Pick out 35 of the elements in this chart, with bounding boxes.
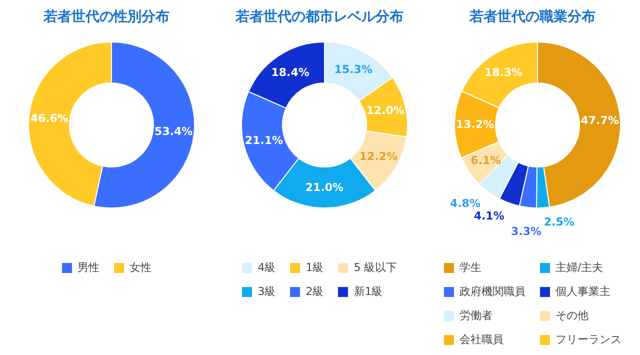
data-label: 18.3% [484,66,523,80]
data-label: 47.7% [580,114,619,127]
legend-label: 政府機関職員 [460,284,526,299]
data-label: 6.1% [470,154,502,167]
legend-label: 学生 [460,260,482,275]
data-label: 53.4% [154,125,193,138]
data-label: 21.1% [244,134,283,147]
legend-label: 女性 [130,260,152,275]
data-label: 21.0% [305,181,344,194]
chart-title: 若者世代の職業分布 [468,8,596,26]
legend-label: 2級 [306,284,324,299]
data-label: 18.4% [271,66,310,80]
legend-label: 3級 [258,284,276,299]
data-label: 12.2% [359,150,398,163]
chart-title: 若者世代の都市レベル分布 [234,8,404,26]
legend-label: 4級 [258,260,276,275]
legend-label: 主婦/主夫 [556,260,604,275]
data-label: 2.5% [544,215,574,228]
legend-label: 男性 [78,260,100,275]
legend-label: 労働者 [460,308,492,323]
legend-label: フリーランス [556,332,622,347]
legend-label: 新1級 [354,284,383,299]
data-label: 3.3% [510,224,542,238]
data-label: 4.1% [474,210,504,223]
legend-label: 5 級以下 [354,260,398,275]
data-label: 46.6% [30,112,68,125]
data-label: 13.2% [456,118,494,132]
legend-label: その他 [556,308,588,323]
chart-title: 若者世代の性別分布 [42,8,170,26]
data-label: 15.3% [334,63,372,76]
legend-label: 1級 [306,260,324,275]
legend-label: 個人事業主 [556,284,610,299]
data-label: 12.0% [366,104,404,118]
data-label: 4.8% [450,196,480,210]
legend-label: 会社職員 [460,332,504,347]
